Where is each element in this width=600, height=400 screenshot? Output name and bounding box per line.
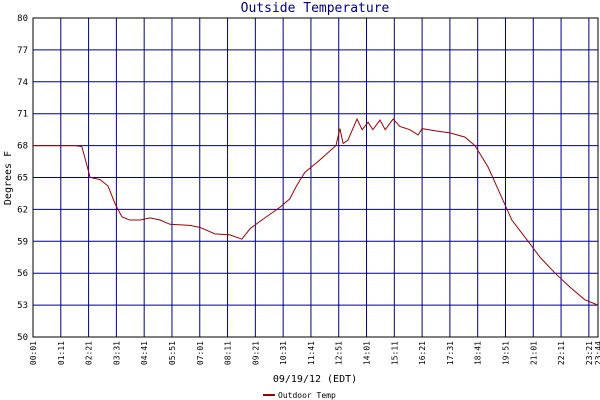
y-tick-label: 77 [17, 46, 28, 56]
x-tick-label: 09:21 [251, 341, 260, 365]
x-tick-label: 03:31 [112, 341, 121, 365]
x-tick-label: 10:31 [279, 341, 288, 365]
x-tick-label: 23:21 [585, 341, 594, 365]
y-tick-label: 62 [17, 205, 28, 215]
y-tick-label: 56 [17, 269, 28, 279]
y-tick-label: 74 [17, 78, 28, 88]
y-tick-label: 71 [17, 110, 28, 120]
x-tick-label: 15:11 [390, 341, 399, 365]
x-tick-label: 16:21 [418, 341, 427, 365]
plot-border [32, 17, 599, 338]
x-tick-label: 19:51 [501, 341, 510, 365]
x-tick-label: 02:21 [85, 341, 94, 365]
x-tick-label: 17:31 [446, 341, 455, 365]
y-tick-label: 80 [17, 14, 28, 24]
x-tick-label: 12:51 [335, 341, 344, 365]
x-tick-label: 11:41 [307, 341, 316, 365]
x-tick-label: 22:11 [557, 341, 566, 365]
y-tick-label: 59 [17, 237, 28, 247]
y-tick-label: 50 [17, 333, 28, 343]
y-tick-label: 68 [17, 142, 28, 152]
legend-label: Outdoor Temp [278, 391, 336, 400]
chart-title: Outside Temperature [241, 1, 390, 16]
y-tick-label: 65 [17, 174, 28, 184]
x-tick-label: 01:11 [57, 341, 66, 365]
x-tick-label: 07:01 [196, 341, 205, 365]
y-axis-label: Degrees F [3, 151, 14, 205]
x-tick-label: 23:44 [594, 341, 600, 365]
x-tick-label: 14:01 [363, 341, 372, 365]
data-line [33, 117, 599, 306]
x-axis-label: 09/19/12 (EDT) [273, 374, 357, 385]
x-tick-label: 04:41 [140, 341, 149, 365]
x-tick-label: 00:01 [29, 341, 38, 365]
x-tick-label: 21:01 [529, 341, 538, 365]
y-tick-label: 53 [17, 301, 28, 311]
x-tick-label: 08:11 [224, 341, 233, 365]
x-tick-label: 05:51 [168, 341, 177, 365]
x-tick-label: 18:41 [474, 341, 483, 365]
